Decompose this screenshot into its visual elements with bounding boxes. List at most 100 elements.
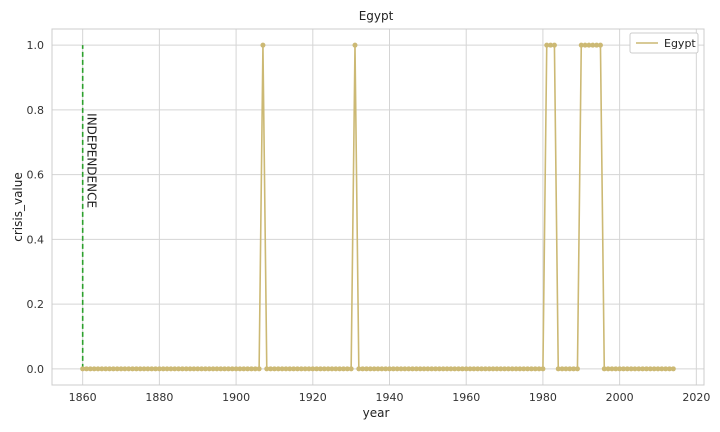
data-point bbox=[467, 366, 473, 372]
data-point bbox=[168, 366, 174, 372]
data-point bbox=[521, 366, 527, 372]
data-point bbox=[199, 366, 205, 372]
data-point bbox=[640, 366, 646, 372]
x-tick-label: 1980 bbox=[529, 391, 557, 404]
data-point bbox=[279, 366, 285, 372]
y-tick-label: 0.8 bbox=[27, 104, 45, 117]
data-point bbox=[306, 366, 312, 372]
plot-frame bbox=[51, 28, 705, 386]
y-tick-label: 0.6 bbox=[27, 169, 45, 182]
data-point bbox=[647, 366, 653, 372]
data-point bbox=[536, 366, 542, 372]
data-point bbox=[498, 366, 504, 372]
data-point bbox=[317, 366, 323, 372]
data-point bbox=[517, 366, 523, 372]
data-point bbox=[325, 366, 331, 372]
data-point bbox=[114, 366, 120, 372]
legend-label: Egypt bbox=[664, 37, 696, 50]
data-point bbox=[448, 366, 454, 372]
data-point bbox=[452, 366, 458, 372]
data-point bbox=[463, 366, 469, 372]
data-point bbox=[80, 366, 86, 372]
data-point bbox=[436, 366, 442, 372]
data-point bbox=[670, 366, 676, 372]
data-point bbox=[440, 366, 446, 372]
data-point bbox=[620, 366, 626, 372]
data-point bbox=[406, 366, 412, 372]
data-point bbox=[528, 366, 534, 372]
data-point bbox=[348, 366, 354, 372]
x-tick-label: 2000 bbox=[606, 391, 634, 404]
data-point bbox=[268, 366, 274, 372]
data-point bbox=[609, 366, 615, 372]
x-tick-label: 1960 bbox=[452, 391, 480, 404]
x-axis-ticks: 1860 1880 1900 1920 1940 1960 1980 2000 2020 bbox=[69, 391, 711, 404]
data-point bbox=[540, 366, 546, 372]
independence-label: INDEPENDENCE bbox=[85, 113, 99, 208]
data-point bbox=[275, 366, 281, 372]
data-point bbox=[394, 366, 400, 372]
data-point bbox=[617, 366, 623, 372]
y-tick-label: 0.0 bbox=[27, 363, 45, 376]
x-tick-label: 1880 bbox=[145, 391, 173, 404]
data-point bbox=[179, 366, 185, 372]
data-point bbox=[471, 366, 477, 372]
data-point bbox=[571, 366, 577, 372]
data-point bbox=[379, 366, 385, 372]
data-point bbox=[153, 366, 159, 372]
data-point bbox=[525, 366, 531, 372]
data-point bbox=[479, 366, 485, 372]
data-point bbox=[191, 366, 197, 372]
data-point bbox=[172, 366, 178, 372]
data-point bbox=[252, 366, 258, 372]
data-point bbox=[333, 366, 339, 372]
data-point bbox=[283, 366, 289, 372]
data-point bbox=[340, 366, 346, 372]
data-point bbox=[590, 42, 596, 48]
data-point bbox=[210, 366, 216, 372]
data-point bbox=[613, 366, 619, 372]
data-point bbox=[241, 366, 247, 372]
data-point bbox=[176, 366, 182, 372]
data-point bbox=[433, 366, 439, 372]
data-point bbox=[187, 366, 193, 372]
data-point bbox=[122, 366, 128, 372]
data-point bbox=[260, 42, 266, 48]
data-point bbox=[91, 366, 97, 372]
x-axis-label: year bbox=[363, 406, 390, 420]
data-point bbox=[655, 366, 661, 372]
data-point bbox=[314, 366, 320, 372]
data-point bbox=[601, 366, 607, 372]
x-tick-label: 1940 bbox=[376, 391, 404, 404]
data-point bbox=[337, 366, 343, 372]
data-point bbox=[225, 366, 231, 372]
data-point bbox=[248, 366, 254, 372]
data-point bbox=[597, 42, 603, 48]
data-point bbox=[459, 366, 465, 372]
data-point bbox=[291, 366, 297, 372]
data-point bbox=[509, 366, 515, 372]
x-tick-label: 1900 bbox=[222, 391, 250, 404]
data-point bbox=[206, 366, 212, 372]
data-point bbox=[574, 366, 580, 372]
annotations: INDEPENDENCE bbox=[81, 45, 99, 369]
data-point bbox=[222, 366, 228, 372]
data-point bbox=[99, 366, 105, 372]
data-point bbox=[402, 366, 408, 372]
data-point bbox=[594, 42, 600, 48]
data-point bbox=[302, 366, 308, 372]
data-point bbox=[628, 366, 634, 372]
data-point bbox=[294, 366, 300, 372]
data-point bbox=[195, 366, 201, 372]
data-point bbox=[551, 42, 557, 48]
data-point bbox=[375, 366, 381, 372]
data-point bbox=[429, 366, 435, 372]
data-point bbox=[256, 366, 262, 372]
data-point bbox=[456, 366, 462, 372]
data-point bbox=[202, 366, 208, 372]
data-point bbox=[513, 366, 519, 372]
data-point bbox=[486, 366, 492, 372]
data-point bbox=[271, 366, 277, 372]
data-point bbox=[505, 366, 511, 372]
